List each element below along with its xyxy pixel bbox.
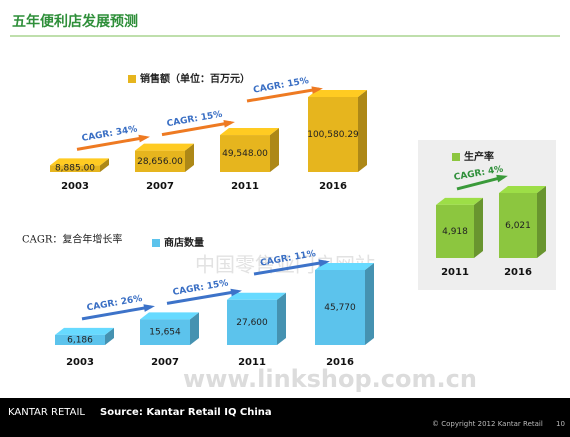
cagr-arrowhead <box>230 288 242 297</box>
cagr-arrowhead <box>311 86 323 94</box>
legend-swatch <box>452 153 460 161</box>
value-label: 4,918 <box>442 227 468 237</box>
cagr-arrow <box>166 289 239 305</box>
bar <box>220 135 270 172</box>
note: CAGR：复合年增长率 <box>22 233 122 246</box>
bar-top <box>50 158 109 166</box>
value-label: 45,770 <box>324 303 356 313</box>
bar-side <box>105 327 114 345</box>
cagr-arrowhead <box>143 304 155 312</box>
bar-top <box>308 90 367 97</box>
legend-swatch <box>128 75 136 83</box>
bar-top <box>499 186 546 193</box>
value-label: 27,600 <box>236 318 268 328</box>
bar-side <box>270 128 279 172</box>
bar-side <box>277 292 286 345</box>
bar-top <box>315 263 374 270</box>
bar-top <box>135 143 194 151</box>
x-tick-label: 2011 <box>441 267 469 278</box>
value-label: 28,656.00 <box>137 157 183 167</box>
value-label: 6,186 <box>67 335 93 345</box>
bar <box>55 334 105 345</box>
legend-label: 商店数量 <box>164 236 204 249</box>
footer-brand: KANTAR RETAIL <box>8 407 85 418</box>
cagr-arrowhead <box>138 134 150 143</box>
x-tick-label: 2011 <box>231 181 259 192</box>
bar-top <box>227 292 286 300</box>
cagr-arrow <box>81 305 152 321</box>
bar-side <box>537 186 546 258</box>
slide-title: 五年便利店发展预测 <box>12 13 138 30</box>
bar-side <box>190 312 199 345</box>
cagr-arrow <box>246 87 320 103</box>
value-label: 100,580.29 <box>307 130 359 140</box>
page-number: 10 <box>556 420 565 428</box>
bar <box>308 97 358 172</box>
bar-top <box>220 128 279 136</box>
bar-side <box>365 263 374 345</box>
x-tick-label: 2016 <box>504 267 532 278</box>
bar <box>135 150 185 172</box>
cagr-arrow <box>76 135 147 151</box>
bar <box>50 165 100 172</box>
value-label: 49,548.00 <box>222 149 268 159</box>
bar-side <box>185 143 194 172</box>
x-tick-label: 2016 <box>319 181 347 192</box>
footer-band <box>0 398 570 437</box>
bar-top <box>55 327 114 335</box>
footer-source: Source: Kantar Retail IQ China <box>100 407 272 418</box>
value-label: 6,021 <box>505 221 531 231</box>
value-label: 15,654 <box>149 328 181 338</box>
legend-label: 销售额（单位：百万元） <box>140 72 250 85</box>
bar <box>499 193 537 258</box>
x-tick-label: 2003 <box>61 181 89 192</box>
legend-swatch <box>152 239 160 247</box>
bar <box>315 270 365 345</box>
cagr-arrow <box>253 260 327 276</box>
legend-label: 生产率 <box>464 150 494 163</box>
bar-top <box>140 312 199 320</box>
x-tick-label: 2011 <box>238 357 266 368</box>
value-label: 8,885.00 <box>55 164 95 174</box>
bar-top <box>436 197 483 205</box>
cagr-arrowhead <box>318 259 330 267</box>
bar <box>436 204 474 258</box>
x-tick-label: 2007 <box>146 181 174 192</box>
x-tick-label: 2016 <box>326 357 354 368</box>
cagr-arrowhead <box>223 120 235 128</box>
footer-copyright: © Copyright 2012 Kantar Retail <box>432 420 543 428</box>
x-tick-label: 2003 <box>66 357 94 368</box>
x-tick-label: 2007 <box>151 357 179 368</box>
cagr-arrow <box>161 121 232 137</box>
bar <box>227 299 277 345</box>
bar-side <box>358 90 367 172</box>
cagr-arrow <box>456 175 505 191</box>
watermark: www.linkshop.com.cn <box>183 365 477 393</box>
cagr-arrowhead <box>496 174 508 183</box>
bar-side <box>100 158 109 172</box>
bar-side <box>474 197 483 258</box>
bar <box>140 319 190 345</box>
